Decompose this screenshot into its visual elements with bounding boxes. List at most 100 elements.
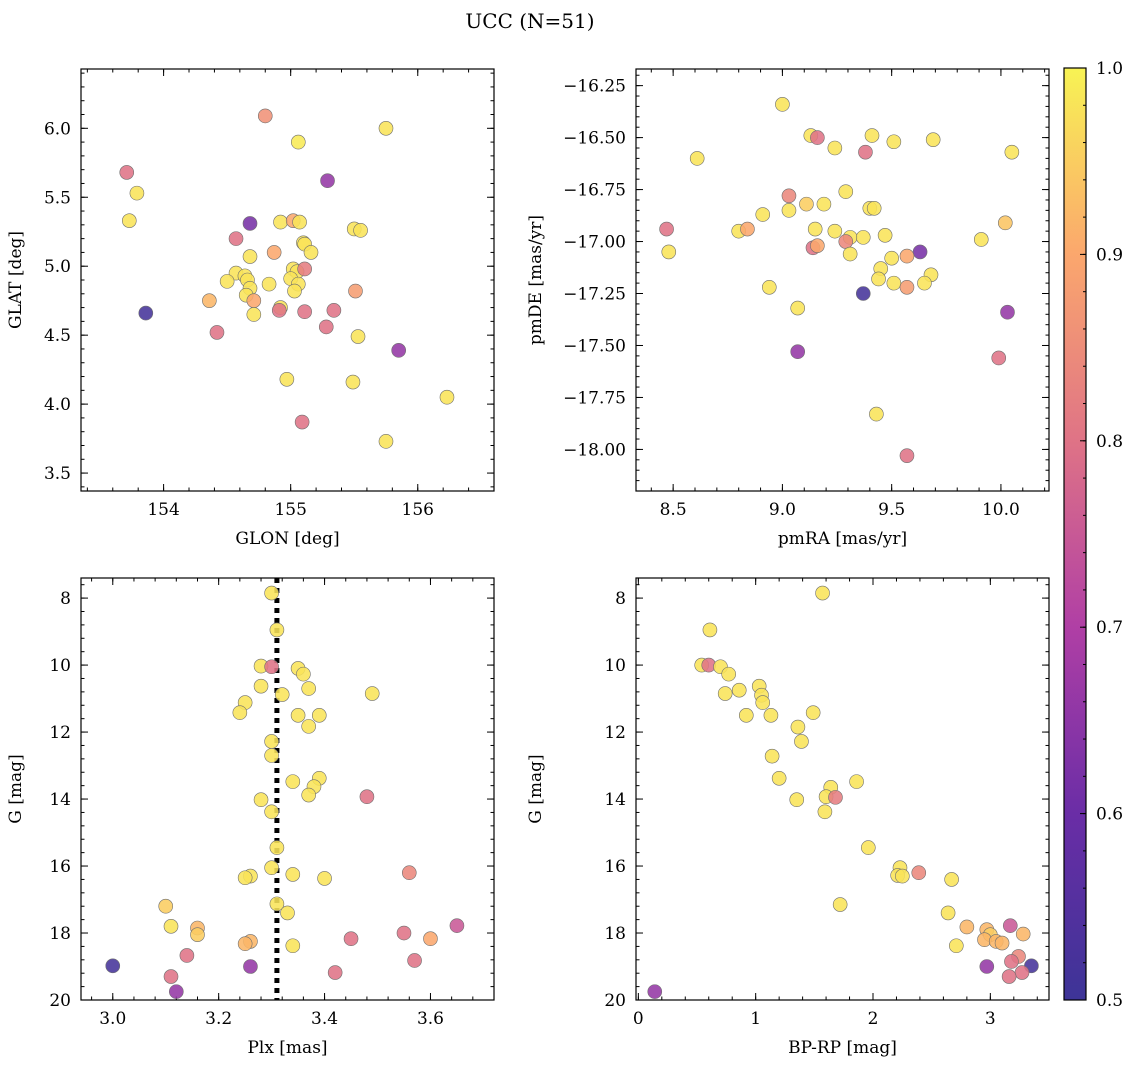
data-point [884, 250, 899, 266]
data-point [169, 984, 184, 999]
x-tick-label: 2 [868, 1009, 879, 1029]
data-point [163, 969, 179, 984]
data-point [253, 792, 269, 808]
data-point [991, 350, 1007, 366]
x-tick-label: 155 [274, 500, 306, 520]
data-point [228, 231, 244, 246]
axes-frame [80, 68, 495, 492]
x-tick-label: 8.5 [660, 500, 687, 520]
data-point [997, 215, 1013, 231]
data-point [353, 223, 368, 238]
y-tick-label: 18 [49, 924, 71, 944]
data-point [243, 959, 258, 974]
data-point [828, 790, 843, 805]
data-point [287, 283, 302, 299]
data-point [805, 705, 821, 720]
data-point [940, 905, 956, 921]
data-point [269, 896, 285, 912]
data-point [755, 207, 771, 222]
data-point [202, 293, 217, 308]
y-tick-label: 10 [49, 656, 71, 676]
x-tick-label: 3.6 [417, 1009, 444, 1029]
y-tick-label: 10 [604, 656, 626, 676]
y-tick-label: −17.25 [563, 285, 626, 305]
data-point [647, 984, 663, 999]
data-point [925, 132, 941, 147]
data-point [944, 872, 959, 887]
data-point [242, 249, 258, 264]
data-point [237, 870, 253, 886]
data-point [407, 953, 422, 968]
data-point [327, 965, 343, 980]
data-point [264, 585, 279, 601]
y-tick-label: 14 [49, 790, 71, 810]
data-point [219, 274, 235, 289]
data-point [689, 151, 705, 166]
y-tick-label: 5.5 [44, 188, 71, 208]
colorbar-tick-label: 0.9 [1096, 245, 1123, 265]
data-point [761, 279, 777, 295]
data-point [246, 307, 262, 322]
data-point [816, 196, 832, 212]
data-point [264, 748, 279, 763]
data-point [423, 931, 438, 947]
data-point [790, 719, 806, 735]
data-point [179, 948, 195, 963]
data-point [912, 244, 928, 260]
data-point [771, 770, 787, 786]
data-point [121, 213, 137, 228]
data-point [297, 304, 312, 320]
data-point [343, 931, 359, 947]
data-point [291, 134, 306, 150]
panel-plx-g: 3.0 3.2 3.4 3.6 8 10 12 14 16 18 20 Plx [mas] G [mag… [6, 577, 495, 1058]
data-point [781, 203, 797, 218]
data-point [350, 329, 366, 344]
x-tick-label: 3 [985, 1009, 996, 1029]
y-tick-label: 4.0 [44, 395, 71, 415]
data-point [866, 200, 882, 216]
data-point [158, 898, 174, 914]
data-point [827, 223, 843, 239]
y-axis-label: G [mag] [526, 754, 546, 823]
colorbar-tick-label: 0.8 [1096, 432, 1123, 452]
x-tick-label: 0 [633, 1009, 644, 1029]
data-point [320, 173, 335, 189]
data-point [959, 919, 975, 935]
colorbar: 0.5 0.6 0.7 0.8 0.9 1.0 [1063, 59, 1123, 1011]
data-point [209, 325, 225, 340]
data-point [129, 185, 145, 201]
y-tick-label: 14 [604, 790, 626, 810]
data-point [864, 128, 880, 143]
data-point [348, 283, 363, 299]
data-point [264, 659, 279, 675]
data-point [292, 214, 307, 230]
data-point [899, 279, 915, 295]
x-axis-label: pmRA [mas/yr] [778, 529, 907, 549]
data-point [439, 389, 455, 405]
data-point [817, 804, 833, 820]
data-point [917, 275, 932, 291]
data-point [105, 958, 121, 974]
data-point [979, 959, 995, 974]
data-point [755, 695, 771, 710]
y-tick-label: 3.5 [44, 464, 71, 484]
y-tick-label: 12 [49, 723, 71, 743]
data-point [285, 774, 301, 789]
data-point [264, 734, 279, 749]
y-tick-label: 16 [49, 857, 71, 877]
data-point [232, 705, 248, 720]
x-tick-label: 9.0 [769, 500, 796, 520]
data-point [285, 938, 301, 954]
data-point [702, 622, 718, 638]
data-point [274, 687, 290, 702]
x-axis-label: Plx [mas] [247, 1038, 327, 1058]
data-point [842, 246, 858, 262]
data-point [781, 188, 797, 204]
y-tick-label: −16.25 [563, 77, 626, 97]
data-point [838, 184, 854, 199]
axes-frame [80, 577, 495, 1001]
data-point [264, 860, 279, 876]
data-point [775, 97, 790, 112]
data-point [911, 865, 927, 881]
